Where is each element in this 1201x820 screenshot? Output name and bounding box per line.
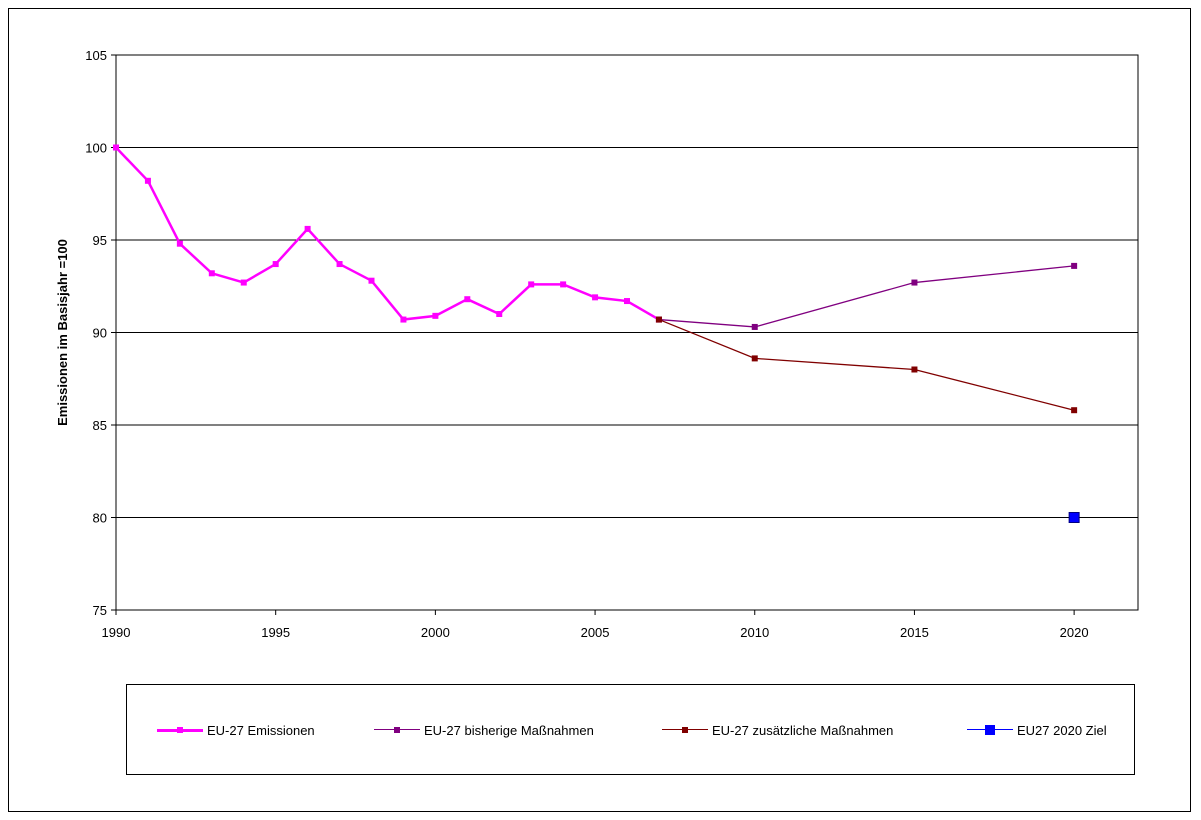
series-1-point: [911, 279, 918, 286]
x-tick-label: 2020: [1060, 625, 1089, 640]
legend-marker-emissionen: [177, 727, 183, 733]
series-0-point: [496, 311, 503, 317]
legend: EU-27 Emissionen EU-27 bisherige Maßnahm…: [126, 684, 1135, 775]
series-line-0: [115, 146, 660, 321]
series-0-point: [560, 281, 567, 288]
series-0-point: [592, 294, 599, 301]
series-0-point: [144, 177, 151, 184]
series-0-point: [176, 240, 183, 247]
series-2-point: [911, 366, 918, 373]
x-tick-label: 2005: [581, 625, 610, 640]
x-tick-label: 1995: [261, 625, 290, 640]
legend-swatch-bisherige: [374, 722, 420, 738]
y-tick-label: 75: [93, 603, 107, 618]
legend-item-zusaetzliche: EU-27 zusätzliche Maßnahmen: [662, 722, 893, 738]
legend-item-emissionen: EU-27 Emissionen: [157, 722, 315, 738]
legend-marker-zusaetzliche: [682, 727, 688, 733]
legend-marker-ziel: [985, 725, 995, 735]
legend-marker-bisherige: [394, 727, 400, 733]
series-line-2: [658, 318, 1075, 411]
legend-label-zusaetzliche: EU-27 zusätzliche Maßnahmen: [712, 722, 894, 738]
series-0-point: [624, 298, 630, 305]
legend-label-emissionen: EU-27 Emissionen: [207, 722, 315, 738]
series-1-point: [1071, 262, 1078, 269]
series-3-point: [1068, 512, 1080, 523]
x-tick-label: 2015: [900, 625, 929, 640]
legend-swatch-ziel: [967, 722, 1013, 738]
legend-item-ziel: EU27 2020 Ziel: [967, 722, 1107, 738]
series-0-point: [240, 279, 247, 286]
legend-item-bisherige: EU-27 bisherige Maßnahmen: [374, 722, 594, 738]
x-tick-label: 2010: [740, 625, 769, 640]
y-tick-label: 105: [85, 48, 107, 63]
series-1-point: [751, 323, 758, 330]
y-tick-label: 80: [93, 511, 107, 526]
y-axis-title: Emissionen im Basisjahr =100: [55, 239, 70, 426]
series-2-point: [751, 355, 758, 362]
series-0-point: [336, 261, 343, 268]
x-tick-label: 1990: [102, 625, 131, 640]
series-0-point: [113, 144, 119, 151]
y-tick-label: 90: [93, 326, 107, 341]
legend-label-bisherige: EU-27 bisherige Maßnahmen: [424, 722, 594, 738]
series-0-point: [272, 261, 279, 268]
series-0-point: [528, 281, 535, 288]
series-0-point: [400, 316, 407, 323]
y-tick-label: 95: [93, 233, 107, 248]
series-0-point: [368, 277, 375, 284]
series-0-point: [432, 312, 439, 319]
series-0-point: [208, 270, 215, 277]
y-tick-label: 100: [85, 141, 107, 156]
legend-swatch-zusaetzliche: [662, 722, 708, 738]
y-tick-label: 85: [93, 418, 107, 433]
legend-label-ziel: EU27 2020 Ziel: [1017, 722, 1107, 738]
x-tick-label: 2000: [421, 625, 450, 640]
series-0-point: [304, 225, 311, 232]
series-0-point: [464, 296, 471, 303]
series-line-1: [658, 265, 1075, 328]
series-2-point: [655, 316, 662, 323]
series-2-point: [1071, 407, 1078, 414]
legend-swatch-emissionen: [157, 722, 203, 738]
